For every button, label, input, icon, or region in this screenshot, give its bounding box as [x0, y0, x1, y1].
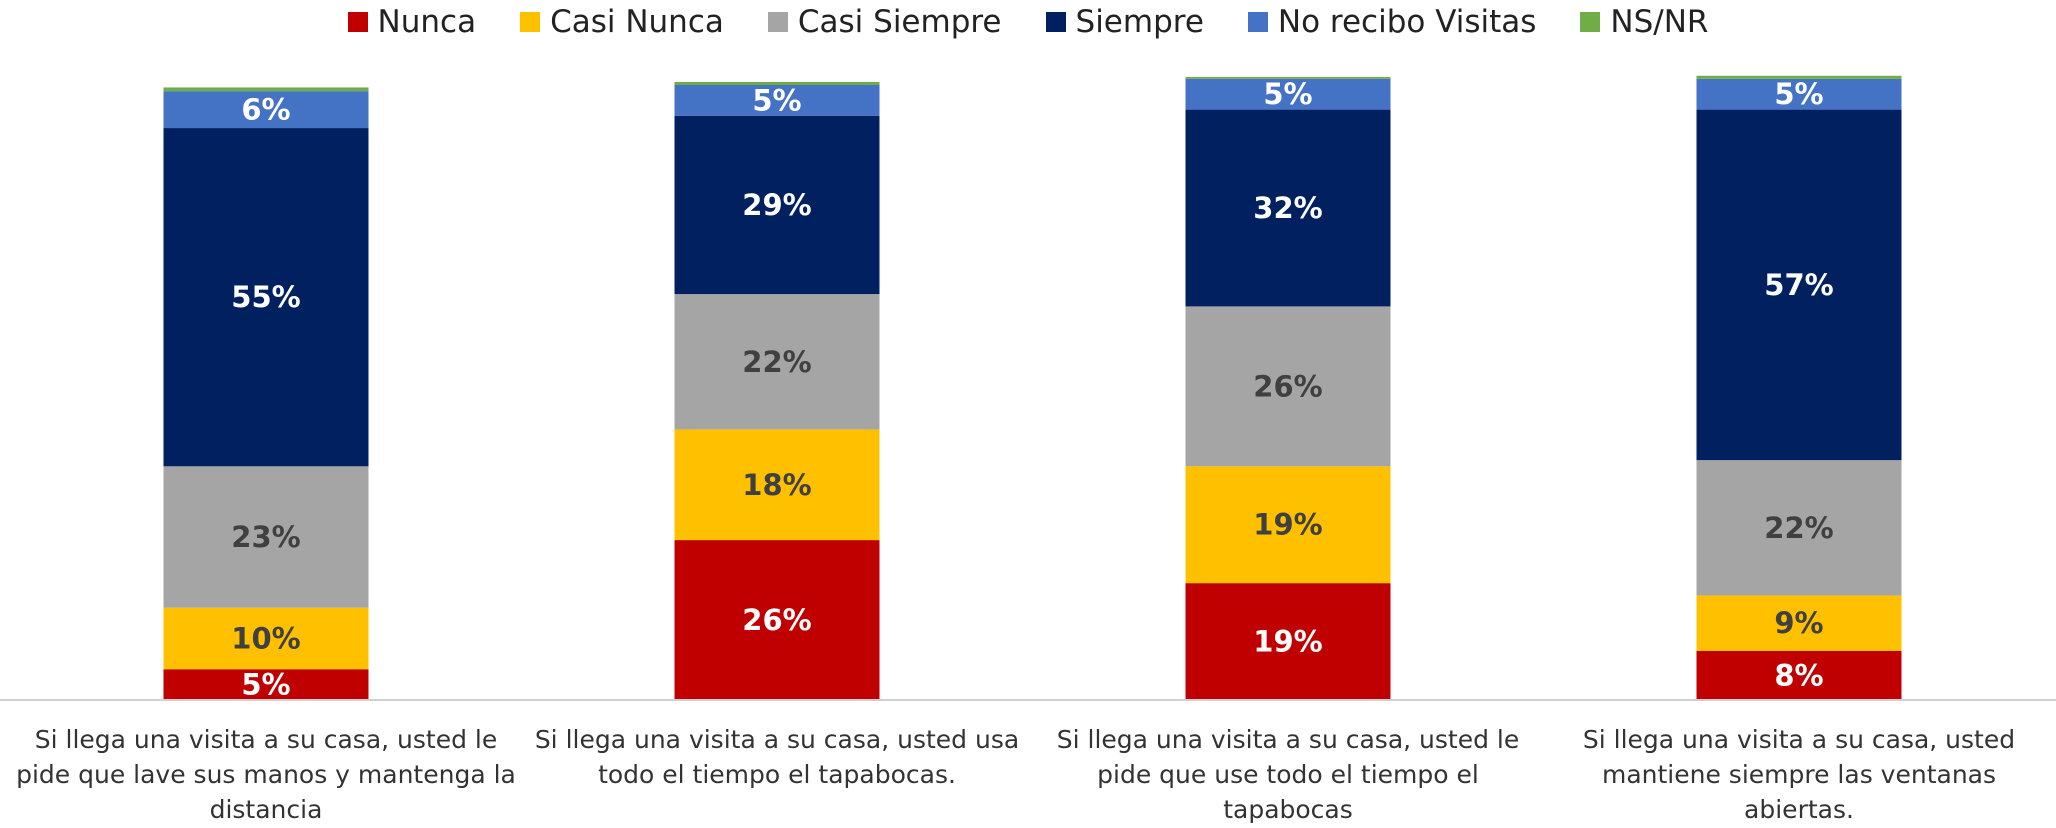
legend-swatch [347, 12, 368, 32]
bar-segment [163, 607, 369, 670]
legend-label: NS/NR [1610, 4, 1709, 40]
bar-segment [674, 115, 880, 295]
bar-segment [1185, 78, 1391, 110]
bar-segment [163, 669, 369, 700]
bar-segment [674, 85, 880, 116]
bar-segment [1185, 466, 1391, 584]
data-label: 5% [241, 668, 290, 702]
bar-segment [674, 540, 880, 700]
legend-swatch [767, 12, 788, 32]
data-label: 5% [752, 83, 801, 117]
x-tick-label: Si llega una visita a su casa, usted usa… [534, 725, 1020, 789]
bar-segment [1696, 460, 1902, 596]
bar-segment [1185, 77, 1391, 79]
bar-segment [1696, 75, 1902, 79]
bar-segment [163, 87, 369, 92]
data-label: 5% [1263, 77, 1312, 111]
bar-segment [1185, 583, 1391, 700]
data-label: 32% [1253, 191, 1322, 225]
legend-swatch [1045, 12, 1066, 32]
data-label: 22% [742, 345, 811, 379]
legend-item: NS/NR [1580, 4, 1708, 40]
legend-swatch [1247, 12, 1268, 32]
data-label: 22% [1764, 511, 1833, 545]
bar-segment [163, 91, 369, 129]
legend-item: Casi Nunca [520, 4, 724, 40]
data-label: 5% [1774, 77, 1823, 111]
bar-segment [1696, 595, 1902, 651]
data-label: 57% [1764, 268, 1833, 302]
legend-item: No recibo Visitas [1247, 4, 1537, 40]
legend-label: Casi Siempre [797, 4, 1002, 40]
legend-label: No recibo Visitas [1277, 4, 1537, 40]
data-label: 29% [742, 188, 811, 222]
legend-label: Nunca [377, 4, 477, 40]
bar-segment [674, 294, 880, 430]
data-label: 8% [1774, 658, 1823, 692]
x-tick-label: Si llega una visita a su casa, usted le … [16, 725, 516, 824]
data-label: 6% [241, 93, 290, 127]
bar-segment [1696, 109, 1902, 461]
bar-segment [674, 429, 880, 541]
data-label: 19% [1253, 625, 1322, 659]
bar-segment [163, 128, 369, 467]
bar-segment [1185, 109, 1391, 307]
data-label: 26% [1253, 369, 1322, 403]
data-label: 18% [742, 468, 811, 502]
data-label: 55% [231, 280, 300, 314]
data-label: 23% [231, 520, 300, 554]
legend-label: Casi Nunca [550, 4, 724, 40]
data-label: 19% [1253, 508, 1322, 542]
x-tick-label: Si llega una visita a su casa, usted le … [1056, 725, 1520, 824]
bar-segment [1185, 306, 1391, 467]
data-label: 10% [231, 622, 300, 656]
legend-item: Casi Siempre [767, 4, 1002, 40]
legend-item: Nunca [347, 4, 477, 40]
x-tick-label: Si llega una visita a su casa, usted man… [1582, 725, 2016, 824]
bar-segment [163, 466, 369, 608]
legend-swatch [520, 12, 541, 32]
legend-item: Siempre [1045, 4, 1204, 40]
data-label: 9% [1774, 606, 1823, 640]
bar-segment [674, 81, 880, 85]
bar-segment [1696, 650, 1902, 700]
legend: Nunca Casi Nunca Casi Siempre Siempre No rec… [0, 4, 2056, 40]
legend-label: Siempre [1075, 4, 1204, 40]
bar-segment [1696, 78, 1902, 110]
legend-swatch [1580, 12, 1601, 32]
data-label: 26% [742, 603, 811, 637]
